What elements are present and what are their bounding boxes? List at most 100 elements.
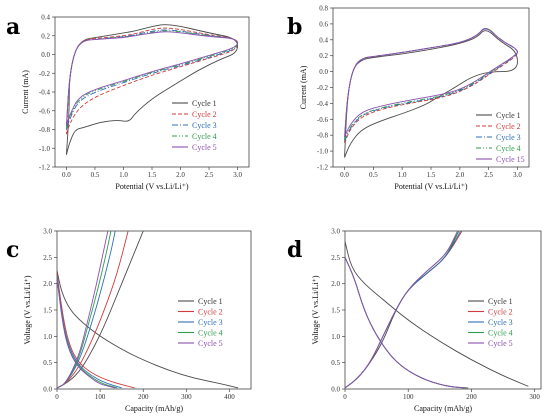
series-cycle-2 [345,231,469,389]
legend-label: Cycle 1 [488,297,513,306]
y-tick-label: 2.5 [331,254,340,262]
y-tick-label: 3.0 [43,228,52,236]
y-tick-label: 0.4 [41,14,50,22]
y-tick-label: -0.8 [317,132,329,140]
series-cycle-3 [57,231,122,389]
discharge-curve [57,273,135,389]
x-tick-label: 0.5 [369,171,378,179]
charge-curve [345,231,458,389]
legend-label: Cycle 5 [198,339,223,348]
series-cycle-4 [344,28,518,141]
x-tick-label: 0 [343,393,347,401]
y-tick-label: 0.8 [319,5,328,13]
y-tick-label: 1.0 [43,333,52,341]
discharge-curve [345,257,468,389]
legend-label: Cycle 2 [488,308,513,317]
discharge-curve [345,257,464,389]
charge-curve [345,231,462,389]
y-tick-label: -0.2 [39,70,51,78]
y-tick-label: -1.2 [39,164,51,172]
y-tick-label: 3.0 [331,228,340,236]
x-tick-label: 2.0 [455,171,464,179]
series-cycle-5 [65,31,239,126]
y-tick-label: 1.5 [331,307,340,315]
panel-letter: b [287,14,302,40]
legend-label: Cycle 15 [496,155,525,164]
y-tick-label: 0.6 [319,20,328,28]
discharge-curve [57,278,116,389]
legend-label: Cycle 1 [198,297,223,306]
series-line [65,24,239,155]
y-tick-label: 2.5 [43,254,52,262]
legend-label: Cycle 1 [192,99,217,108]
x-tick-label: 1.0 [119,171,128,179]
x-axis-label: Potential (V vs.Li/Li⁺) [394,182,468,191]
x-tick-label: 2.5 [205,171,214,179]
legend-label: Cycle 4 [192,132,217,141]
series-cycle-4 [57,231,118,389]
x-tick-label: 300 [181,393,192,401]
legend-label: Cycle 3 [192,121,217,130]
y-tick-label: 1.0 [331,333,340,341]
series-line [344,28,518,141]
series-cycle-3 [344,28,518,142]
charge-curve [57,231,109,389]
y-tick-label: 1.5 [43,307,52,315]
y-tick-label: 0.0 [331,386,340,394]
x-axis-label: Capacity (mAh/g) [125,404,183,413]
y-tick-label: -0.4 [317,100,329,108]
legend-label: Cycle 2 [198,308,223,317]
x-tick-label: 0.0 [62,171,71,179]
discharge-curve [345,257,469,389]
series-line [344,28,518,137]
y-tick-label: -0.6 [39,107,51,115]
x-tick-label: 0.5 [91,171,100,179]
x-tick-label: 0 [55,393,59,401]
x-tick-label: 200 [138,393,149,401]
panel-a: a 0.0 0.5 1.0 1.5 2.0 2.5 3.0 0.4 0.2 0.0 -0.2 -0.4 -… [6,14,250,191]
x-tick-label: 0.0 [340,171,349,179]
x-tick-label: 2.0 [176,171,185,179]
panel-d: d 0 100 200 300 3.0 2.5 2.0 1.5 1.0 0.5 0.0 Capacity… [287,228,542,413]
legend-label: Cycle 2 [496,122,521,131]
y-axis-label: Voltage (V vs.Li/Li⁺) [23,275,32,344]
legend-label: Cycle 1 [496,111,521,120]
y-tick-label: 0.0 [41,51,50,59]
series-cycle-5 [345,231,464,389]
discharge-curve [57,270,239,389]
x-tick-label: 3.0 [513,171,522,179]
panel-letter: a [6,14,20,40]
x-tick-label: 400 [224,393,235,401]
y-tick-label: 0.2 [41,32,50,40]
legend-label: Cycle 4 [488,329,513,338]
y-tick-label: -0.2 [317,84,329,92]
series-cycle-1 [344,30,518,158]
charge-curve [57,231,116,389]
y-tick-label: 0.0 [319,68,328,76]
y-tick-label: 0.5 [43,359,52,367]
x-tick-label: 1.5 [427,171,436,179]
legend-label: Cycle 5 [488,339,513,348]
y-tick-label: 0.5 [331,359,340,367]
x-tick-label: 3.0 [233,171,242,179]
y-tick-label: -1.0 [317,148,329,156]
series-cycle-3 [345,231,468,389]
y-tick-label: -0.6 [317,116,329,124]
y-tick-label: 2.0 [43,280,52,288]
x-axis-label: Capacity (mAh/g) [414,404,472,413]
y-tick-label: 0.2 [319,52,328,60]
x-tick-label: 300 [529,393,540,401]
y-axis-label: Voltage (V vs.Li/Li⁺) [311,275,320,344]
legend-label: Cycle 5 [192,143,217,152]
series-cycle-5 [57,231,116,389]
series-line [65,27,239,135]
series-line [344,28,518,142]
y-tick-label: 2.0 [331,280,340,288]
series-cycle-1 [65,24,239,155]
panel-letter: c [6,237,19,263]
x-axis-label: Potential (V vs.Li/Li⁺) [115,182,189,191]
legend-label: Cycle 3 [496,133,521,142]
plot-frame [54,16,250,168]
y-tick-label: -1.2 [317,164,329,172]
